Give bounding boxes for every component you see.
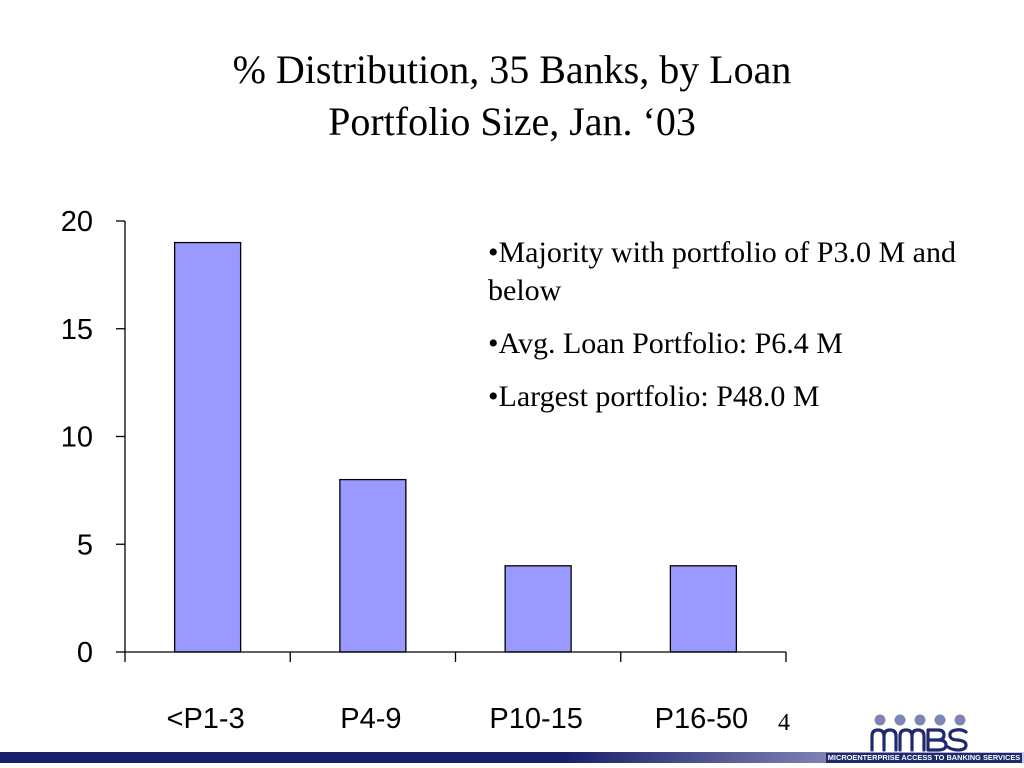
bar-1 <box>173 241 242 653</box>
y-tick-label-4: 20 <box>61 206 93 238</box>
logo-dots-icon <box>874 714 966 726</box>
bullet-majority: •Majority with portfolio of P3.0 M and b… <box>488 236 956 307</box>
y-tick-label-3: 15 <box>61 314 93 346</box>
bar-3 <box>504 565 572 653</box>
axis-layer <box>116 220 787 662</box>
footer-bar <box>0 752 1024 763</box>
label-layer: 0 5 10 15 20 <P1-3 P4-9 P10-15 P16-50 <box>61 206 748 735</box>
logo-dot-4 <box>934 714 946 726</box>
x-category-label-4: P16-50 <box>655 703 749 735</box>
logo-dot-1 <box>874 714 886 726</box>
x-category-label-3: P10-15 <box>489 703 583 735</box>
title-line-2: Portfolio Size, Jan. ‘03 <box>328 99 696 144</box>
bullet-largest: •Largest portfolio: P48.0 M <box>488 380 820 413</box>
logo-dot-3 <box>914 714 926 726</box>
slide-title: % Distribution, 35 Banks, by Loan Portfo… <box>112 44 912 148</box>
bar-4 <box>669 565 738 653</box>
y-tick-label-2: 10 <box>61 422 93 454</box>
page-number: 4 <box>778 710 790 736</box>
bars-layer <box>173 241 738 653</box>
x-category-label-2: P4-9 <box>340 703 401 735</box>
logo-dot-5 <box>954 714 966 726</box>
bar-2 <box>339 478 407 653</box>
y-tick-label-0: 0 <box>77 637 93 669</box>
y-tick-label-1: 5 <box>77 529 93 561</box>
bullet-list: •Majority with portfolio of P3.0 M and b… <box>488 234 988 431</box>
x-category-label-1: <P1-3 <box>167 703 245 735</box>
bullet-average: •Avg. Loan Portfolio: P6.4 M <box>488 327 843 360</box>
title-line-1: % Distribution, 35 Banks, by Loan <box>232 47 792 92</box>
mabs-logo <box>870 714 968 752</box>
logo-dot-2 <box>894 714 906 726</box>
logo-mark-icon <box>870 728 968 752</box>
logo-caption: MICROENTERPRISE ACCESS TO BANKING SERVIC… <box>826 753 1022 763</box>
